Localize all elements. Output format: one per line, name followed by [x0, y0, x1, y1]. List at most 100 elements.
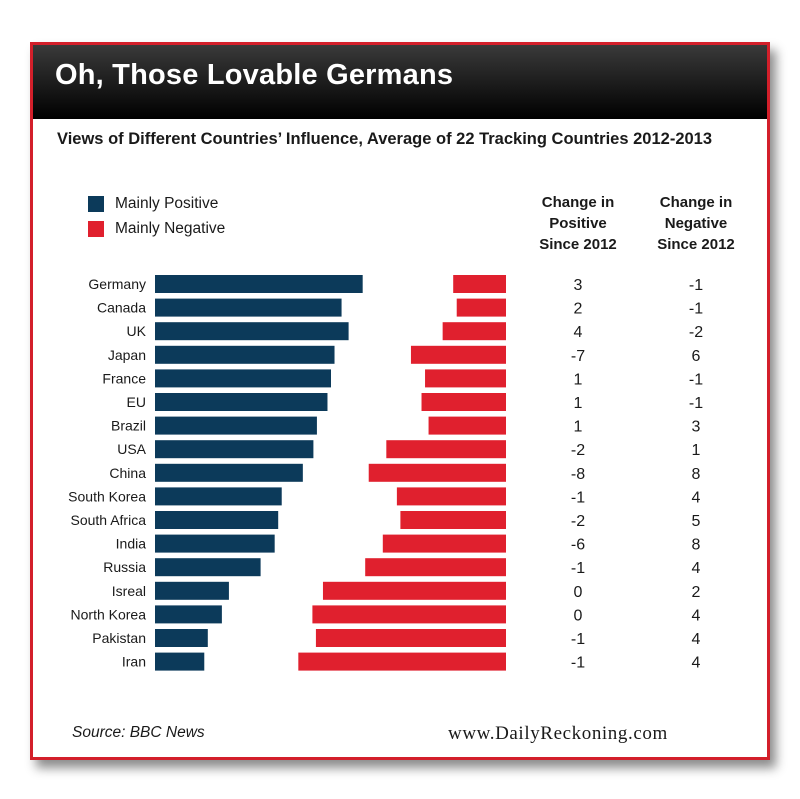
chart-frame: Oh, Those Lovable Germans Views of Diffe… [30, 42, 770, 760]
site-credit: www.DailyReckoning.com [448, 723, 668, 744]
bar-positive [155, 558, 261, 577]
bar-negative [428, 416, 506, 435]
negative-change-value: 4 [692, 655, 701, 672]
category-label: Pakistan [92, 630, 146, 646]
negative-change-value: 8 [692, 537, 701, 554]
bar-positive [155, 440, 314, 459]
category-label: Canada [97, 300, 146, 316]
positive-change-value: -2 [571, 442, 585, 459]
bar-positive [155, 605, 222, 624]
category-label: South Korea [68, 488, 146, 504]
bar-positive [155, 652, 205, 671]
bar-positive [155, 487, 282, 506]
positive-change-value: 1 [574, 371, 583, 388]
bar-negative [453, 275, 506, 293]
category-label: South Africa [71, 512, 147, 528]
positive-change-value: -6 [571, 537, 585, 554]
positive-change-value: -1 [571, 560, 585, 577]
bar-positive [155, 275, 363, 293]
positive-change-value: -8 [571, 466, 585, 483]
bar-negative [456, 298, 506, 317]
positive-change-value: 2 [574, 301, 583, 318]
bar-positive [155, 345, 335, 364]
bar-negative [322, 581, 506, 600]
negative-change-value: 4 [692, 607, 701, 624]
category-label: Russia [103, 559, 146, 575]
column-header-positive-change: Change in Positive Since 2012 [518, 192, 638, 255]
category-label: EU [127, 394, 146, 410]
category-label: India [116, 536, 147, 552]
legend-swatch-positive [88, 196, 104, 212]
positive-change-value: 0 [574, 607, 583, 624]
column-header-line: Change in [659, 194, 733, 211]
bar-negative [410, 345, 506, 364]
bar-negative [396, 487, 506, 506]
bar-positive [155, 393, 328, 411]
positive-change-value: 3 [574, 277, 583, 294]
negative-change-value: -2 [689, 324, 703, 341]
category-label: Iran [122, 654, 146, 670]
positive-change-value: -1 [571, 631, 585, 648]
bar-positive [155, 463, 303, 482]
negative-change-value: 1 [692, 442, 701, 459]
positive-change-value: -1 [571, 489, 585, 506]
chart-subtitle: Views of Different Countries’ Influence,… [57, 130, 713, 148]
title-banner: Oh, Those Lovable Germans [33, 45, 767, 119]
category-label: Brazil [111, 418, 146, 434]
positive-change-value: 0 [574, 584, 583, 601]
bar-positive [155, 322, 349, 341]
category-label: China [109, 465, 146, 481]
bar-positive [155, 581, 229, 600]
bar-negative [368, 463, 506, 482]
bar-positive [155, 534, 275, 553]
category-label: Isreal [112, 583, 146, 599]
chart-title: Oh, Those Lovable Germans [55, 59, 454, 91]
negative-change-value: 4 [692, 489, 701, 506]
positive-change-value: 4 [574, 324, 583, 341]
column-header-line: Since 2012 [657, 236, 735, 253]
category-label: Germany [88, 276, 146, 292]
negative-change-value: 2 [692, 584, 701, 601]
column-header-line: Negative [664, 215, 728, 232]
bar-positive [155, 298, 342, 317]
bar-negative [312, 605, 506, 624]
positive-change-value: -1 [571, 655, 585, 672]
positive-change-value: -7 [571, 348, 585, 365]
bar-negative [425, 369, 506, 388]
bar-negative [421, 393, 506, 411]
column-header-line: Since 2012 [539, 236, 617, 253]
negative-change-value: 6 [692, 348, 701, 365]
bar-negative [442, 322, 506, 341]
bar-positive [155, 511, 279, 529]
bar-negative [315, 629, 506, 647]
negative-change-value: 4 [692, 631, 701, 648]
negative-change-value: 3 [692, 419, 701, 436]
category-label: Japan [108, 347, 146, 363]
bar-positive [155, 629, 208, 647]
category-label: USA [117, 441, 146, 457]
bar-positive [155, 369, 331, 388]
category-label: UK [127, 323, 147, 339]
column-header-negative-change: Change in Negative Since 2012 [636, 192, 756, 255]
category-label: North Korea [71, 606, 147, 622]
legend-label-positive: Mainly Positive [115, 195, 219, 212]
positive-change-value: -2 [571, 513, 585, 530]
bar-negative [386, 440, 506, 459]
negative-change-value: -1 [689, 371, 703, 388]
legend-label-negative: Mainly Negative [115, 220, 226, 237]
negative-change-value: -1 [689, 277, 703, 294]
negative-change-value: -1 [689, 395, 703, 412]
positive-change-value: 1 [574, 419, 583, 436]
positive-change-value: 1 [574, 395, 583, 412]
bar-negative [382, 534, 506, 553]
bar-negative [400, 511, 506, 529]
category-label: France [102, 370, 146, 386]
column-header-line: Positive [549, 215, 607, 232]
bar-negative [298, 652, 506, 671]
source-note: Source: BBC News [72, 724, 205, 741]
negative-change-value: -1 [689, 301, 703, 318]
bar-chart: Germany 3 -1 Canada 2 -1 UK 4 -2 Japan -7 6 France 1 -… [68, 275, 703, 672]
column-header-line: Change in [541, 194, 615, 211]
legend-swatch-negative [88, 221, 104, 237]
negative-change-value: 5 [692, 513, 701, 530]
